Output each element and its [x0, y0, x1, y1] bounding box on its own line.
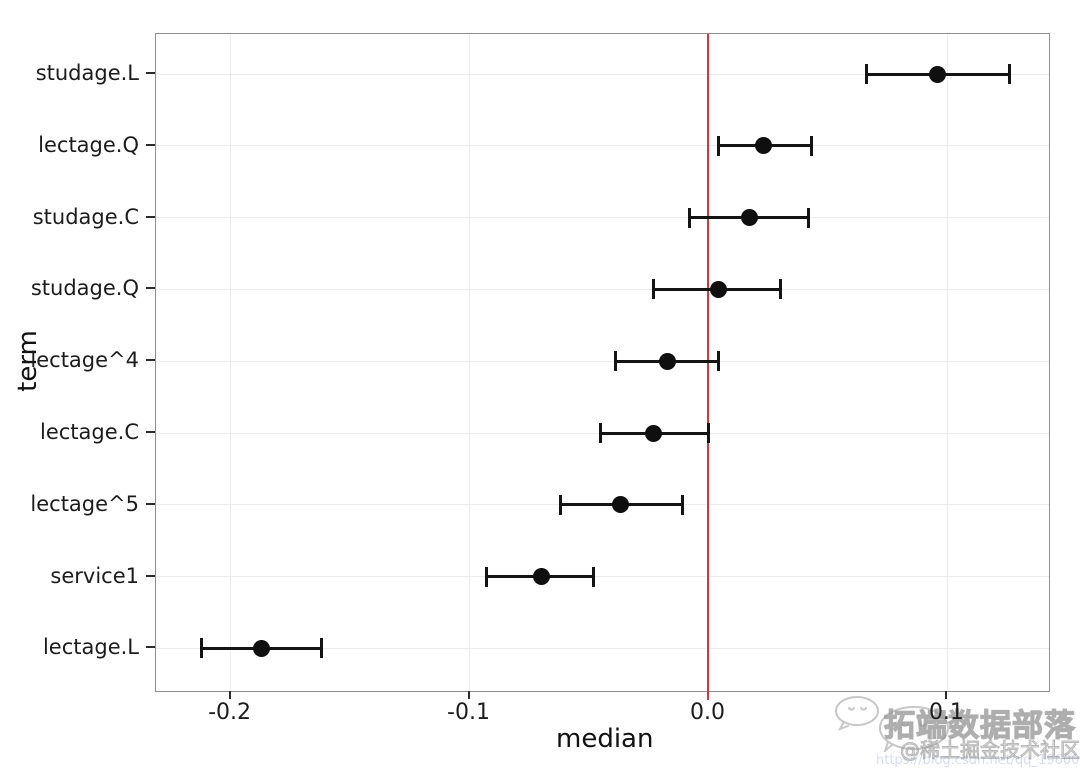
error-bar-cap-right: [809, 135, 813, 156]
zero-reference-line: [707, 34, 710, 700]
error-bar-cap-right: [680, 494, 684, 515]
y-tick-label: lectage.C: [40, 420, 139, 444]
y-tick-label: lectage.L: [42, 635, 139, 660]
median-point: [532, 568, 550, 586]
y-tick-mark: [146, 143, 155, 146]
y-tick-label: lectage^4: [30, 348, 139, 373]
error-bar-cap-right: [1008, 64, 1012, 84]
x-tick-label: -0.1: [447, 700, 490, 725]
x-tick-label: 0.0: [689, 700, 725, 725]
median-point: [740, 209, 758, 227]
error-bar-cap-left: [599, 423, 603, 443]
watermark-url-text: https://blog.csdn.net/qq_19600291: [876, 753, 1080, 768]
x-tick-label: 0.1: [928, 700, 964, 725]
median-point: [253, 639, 271, 657]
gridline-horizontal: [156, 288, 1049, 290]
x-axis-title: median: [556, 724, 654, 754]
error-bar-cap-left: [558, 494, 562, 515]
y-tick-label: lectage.Q: [38, 132, 139, 157]
error-bar-cap-left: [484, 566, 488, 587]
error-bar-cap-right: [716, 351, 720, 372]
gridline-horizontal: [156, 647, 1049, 649]
error-bar-cap-left: [864, 64, 868, 84]
y-tick-mark: [146, 502, 155, 505]
y-tick-mark: [146, 431, 155, 433]
y-tick-label: lectage^5: [30, 491, 139, 516]
error-bar-cap-right: [319, 638, 323, 659]
x-tick-mark: [228, 691, 231, 699]
x-tick-mark: [945, 691, 948, 699]
median-point: [709, 280, 727, 298]
error-bar-cap-left: [613, 351, 617, 372]
gridline-vertical: [469, 34, 471, 691]
gridline-horizontal: [156, 217, 1049, 219]
gridline-horizontal: [156, 145, 1049, 147]
error-bar-cap-right: [592, 566, 596, 587]
error-bar-cap-left: [716, 135, 720, 156]
y-tick-mark: [146, 215, 155, 218]
median-point: [611, 496, 629, 514]
gridline-vertical: [946, 34, 948, 691]
gridline-vertical: [230, 34, 232, 691]
y-tick-label: studage.Q: [30, 276, 139, 301]
gridline-horizontal: [156, 360, 1049, 362]
y-tick-mark: [146, 287, 155, 290]
y-tick-label: studage.C: [32, 204, 139, 229]
error-bar-cap-right: [807, 207, 811, 228]
x-tick-mark: [467, 691, 470, 699]
error-bar-cap-left: [652, 279, 656, 300]
y-tick-label: service1: [50, 563, 139, 588]
error-bar-cap-right: [778, 279, 782, 300]
plot-panel: [155, 33, 1050, 700]
y-tick-mark: [146, 359, 155, 362]
y-tick-mark: [146, 72, 155, 74]
watermark-community-text: @稀土掘金技术社区: [900, 738, 1080, 763]
error-bar-cap-left: [687, 207, 691, 228]
gridline-horizontal: [156, 576, 1049, 578]
error-bar-cap-right: [706, 423, 710, 443]
y-tick-mark: [146, 574, 155, 577]
y-tick-mark: [146, 646, 155, 649]
median-point: [754, 137, 772, 155]
x-tick-label: -0.2: [208, 700, 252, 725]
median-point: [645, 424, 663, 442]
median-point: [929, 65, 947, 83]
error-bar-cap-left: [200, 638, 204, 659]
gridline-horizontal: [156, 73, 1049, 75]
median-point: [659, 352, 677, 370]
y-tick-label: studage.L: [35, 61, 139, 85]
